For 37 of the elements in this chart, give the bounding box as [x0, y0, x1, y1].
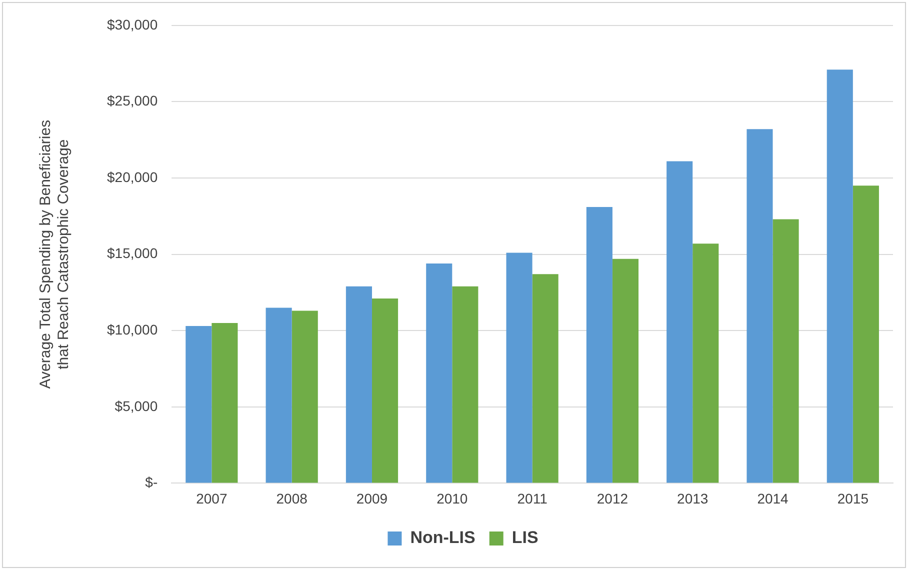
- x-tick-label: 2008: [276, 490, 308, 506]
- x-tick-label: 2009: [356, 490, 388, 506]
- x-tick-label: 2012: [596, 490, 628, 506]
- y-tick-label: $15,000: [106, 245, 158, 262]
- x-tick-label: 2015: [837, 490, 869, 506]
- x-tick-label: 2011: [517, 490, 548, 506]
- y-axis-title: Average Total Spending by Beneficiaries that Reach Catastrophic Coverage: [37, 120, 72, 389]
- bar: [452, 286, 478, 483]
- y-tick-label: $5,000: [114, 398, 158, 414]
- x-tick-label: 2007: [196, 490, 228, 506]
- bar: [212, 322, 238, 483]
- x-tick-label: 2014: [757, 490, 789, 506]
- y-tick-label: $-: [145, 474, 158, 490]
- bar: [772, 219, 799, 483]
- bar: [586, 206, 612, 483]
- y-tick-label: $30,000: [106, 16, 158, 32]
- x-tick-label: 2010: [436, 490, 468, 506]
- bar: [852, 186, 879, 483]
- bar: [692, 244, 719, 483]
- bar: [186, 326, 212, 483]
- bar: [372, 298, 398, 483]
- bar: [266, 308, 292, 483]
- bar: [506, 252, 532, 483]
- legend-label: Non-LIS: [410, 528, 476, 548]
- bar: [532, 274, 558, 483]
- x-tick-label: 2013: [677, 490, 708, 506]
- y-tick-label: $25,000: [106, 92, 158, 109]
- y-tick-label: $20,000: [106, 168, 158, 185]
- bar: [612, 258, 639, 483]
- bar: [346, 286, 372, 483]
- y-tick-label: $10,000: [106, 321, 158, 338]
- legend-label: LIS: [512, 528, 538, 548]
- bar: [826, 70, 853, 483]
- bar: [666, 161, 693, 483]
- bar: [746, 129, 773, 483]
- bar: [426, 263, 452, 483]
- bar: [292, 310, 318, 483]
